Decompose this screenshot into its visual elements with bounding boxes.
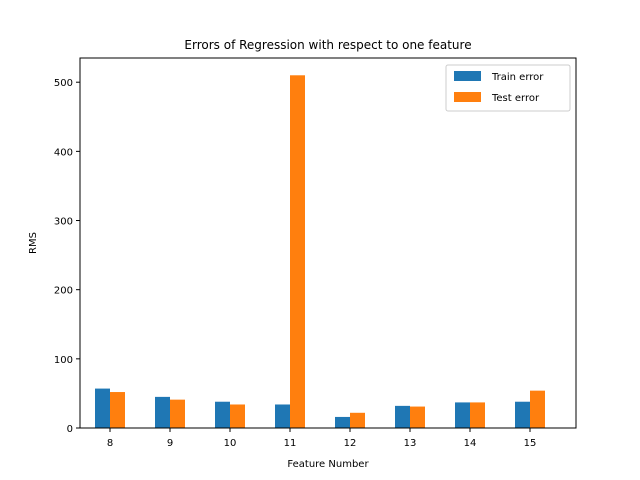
bar-train-15 — [515, 401, 530, 428]
y-tick-label-300: 300 — [54, 217, 73, 228]
y-tick-label-100: 100 — [54, 355, 73, 366]
y-tick-label-200: 200 — [54, 286, 73, 297]
x-tick-label-12: 12 — [344, 438, 357, 449]
bar-test-9 — [170, 399, 185, 428]
legend: Train error Test error — [445, 64, 571, 112]
x-tick-label-15: 15 — [524, 438, 537, 449]
bar-train-10 — [215, 401, 230, 428]
y-tick-label-500: 500 — [54, 78, 73, 89]
bar-test-11 — [290, 75, 305, 428]
bar-test-8 — [110, 392, 125, 428]
legend-label-train-error: Train error — [491, 72, 544, 83]
plot-frame — [79, 57, 577, 429]
x-tick-label-13: 13 — [404, 438, 417, 449]
x-tick-label-10: 10 — [224, 438, 237, 449]
bar-train-11 — [275, 404, 290, 428]
bar-test-10 — [230, 404, 245, 428]
legend-label-test-error: Test error — [491, 93, 540, 104]
y-tick-label-0: 0 — [67, 424, 73, 435]
chart-title: Errors of Regression with respect to one… — [184, 38, 471, 52]
bar-test-13 — [410, 406, 425, 428]
x-tick-label-11: 11 — [284, 438, 297, 449]
bar-train-12 — [335, 416, 350, 428]
x-tick-label-14: 14 — [464, 438, 477, 449]
bar-test-15 — [530, 390, 545, 428]
bar-train-14 — [455, 402, 470, 428]
bar-train-13 — [395, 405, 410, 428]
legend-swatch-test-error — [454, 92, 481, 102]
x-tick-label-9: 9 — [167, 438, 173, 449]
bar-train-8 — [95, 388, 110, 428]
bar-train-9 — [155, 396, 170, 428]
bar-test-14 — [470, 402, 485, 428]
y-axis-label: RMS — [28, 232, 39, 254]
x-axis-label: Feature Number — [287, 459, 369, 470]
y-tick-label-400: 400 — [54, 147, 73, 158]
plot-area: 8 9 10 11 12 13 14 15 0 100 200 300 400 500 — [54, 75, 545, 449]
x-tick-label-8: 8 — [107, 438, 113, 449]
bar-test-12 — [350, 412, 365, 428]
legend-swatch-train-error — [454, 71, 481, 81]
